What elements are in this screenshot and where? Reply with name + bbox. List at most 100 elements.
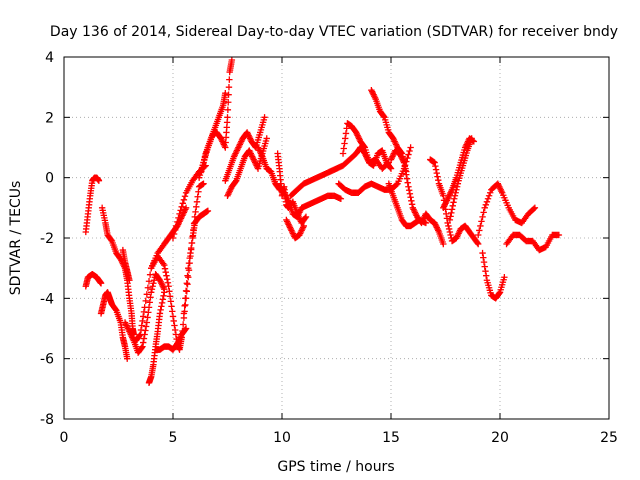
data-point-plus	[226, 76, 233, 83]
data-point-plus	[480, 254, 487, 261]
data-point-plus	[161, 265, 169, 272]
data-point-plus	[405, 183, 412, 190]
data-point-plus	[148, 286, 156, 293]
y-tick-label: -2	[40, 231, 54, 247]
data-series-33	[503, 231, 563, 254]
data-point-plus	[406, 147, 413, 155]
data-point-plus	[182, 204, 190, 212]
data-point-plus	[482, 201, 490, 209]
data-point-plus	[174, 218, 181, 226]
data-point-plus	[147, 294, 154, 301]
data-point-plus	[143, 291, 151, 298]
data-point-plus	[501, 274, 508, 281]
x-tick-label: 0	[60, 430, 69, 446]
data-point-plus	[178, 203, 185, 211]
data-point-plus	[340, 145, 347, 152]
data-series-19	[276, 183, 345, 221]
data-point-plus	[448, 209, 455, 217]
data-point-plus	[468, 135, 475, 142]
data-point-plus	[182, 295, 189, 302]
data-point-plus	[170, 317, 177, 325]
data-point-plus	[432, 166, 440, 173]
data-point-plus	[404, 154, 411, 162]
data-point-plus	[170, 230, 178, 238]
x-tick-label: 5	[169, 430, 178, 446]
data-point-plus	[173, 222, 180, 230]
data-point-plus	[137, 326, 145, 334]
data-point-plus	[387, 164, 394, 171]
data-point-plus	[403, 171, 410, 178]
data-point-plus	[451, 192, 459, 199]
data-point-plus	[187, 244, 195, 252]
data-point-plus	[393, 181, 400, 188]
data-point-plus	[181, 302, 188, 310]
data-point-plus	[342, 135, 349, 142]
data-series-24	[357, 144, 395, 172]
data-point-plus	[485, 192, 493, 199]
data-point-plus	[224, 106, 232, 113]
data-series-3	[97, 289, 131, 362]
data-point-plus	[225, 99, 232, 106]
data-point-plus	[192, 208, 199, 216]
data-point-plus	[180, 196, 188, 203]
data-point-plus	[453, 183, 461, 190]
data-point-plus	[144, 284, 152, 291]
data-series-9	[148, 180, 207, 353]
data-point-plus	[139, 317, 146, 325]
data-point-plus	[408, 197, 415, 204]
data-point-plus	[194, 193, 201, 200]
data-point-plus	[484, 195, 492, 202]
data-point-plus	[187, 249, 194, 257]
data-point-plus	[163, 276, 171, 283]
data-point-plus	[165, 283, 172, 290]
data-point-plus	[435, 176, 442, 184]
data-point-plus	[150, 280, 157, 287]
data-point-plus	[476, 227, 483, 234]
data-point-plus	[263, 135, 270, 142]
data-point-plus	[454, 180, 462, 187]
data-point-plus	[232, 178, 239, 185]
x-tick-label: 10	[273, 430, 291, 446]
data-point-plus	[182, 325, 190, 332]
data-series-7	[145, 289, 168, 386]
data-point-plus	[160, 292, 167, 300]
chart-title: Day 136 of 2014, Sidereal Day-to-day VTE…	[50, 24, 618, 40]
data-point-plus	[179, 321, 187, 328]
data-point-plus	[193, 198, 201, 205]
data-point-plus	[138, 344, 145, 351]
data-point-plus	[302, 214, 309, 222]
data-point-plus	[404, 179, 411, 186]
data-point-plus	[177, 207, 184, 214]
y-tick-label: 2	[45, 110, 54, 126]
data-point-plus	[486, 189, 494, 196]
data-point-plus	[175, 214, 182, 222]
data-point-plus	[184, 272, 191, 279]
data-point-plus	[156, 310, 164, 317]
data-point-plus	[158, 299, 166, 307]
data-series-11	[180, 207, 212, 317]
data-point-plus	[140, 339, 147, 346]
data-point-plus	[343, 125, 350, 132]
data-point-plus	[188, 239, 196, 247]
data-series-1	[82, 174, 103, 236]
data-point-plus	[482, 267, 489, 275]
data-point-plus	[182, 301, 189, 309]
data-point-plus	[204, 207, 212, 215]
data-point-plus	[169, 234, 177, 242]
data-point-plus	[140, 308, 148, 316]
data-point-plus	[339, 150, 347, 157]
data-point-plus	[179, 200, 187, 207]
data-point-plus	[185, 264, 192, 272]
data-point-plus	[432, 162, 439, 170]
data-point-plus	[141, 304, 148, 311]
data-point-plus	[185, 274, 192, 281]
data-point-plus	[138, 322, 145, 329]
data-point-plus	[479, 249, 486, 257]
data-point-plus	[126, 277, 133, 284]
data-series-5	[119, 246, 133, 284]
data-point-plus	[184, 281, 191, 288]
data-point-plus	[480, 209, 487, 216]
data-point-plus	[167, 298, 175, 305]
data-series-31	[479, 249, 508, 302]
data-point-plus	[171, 226, 179, 234]
